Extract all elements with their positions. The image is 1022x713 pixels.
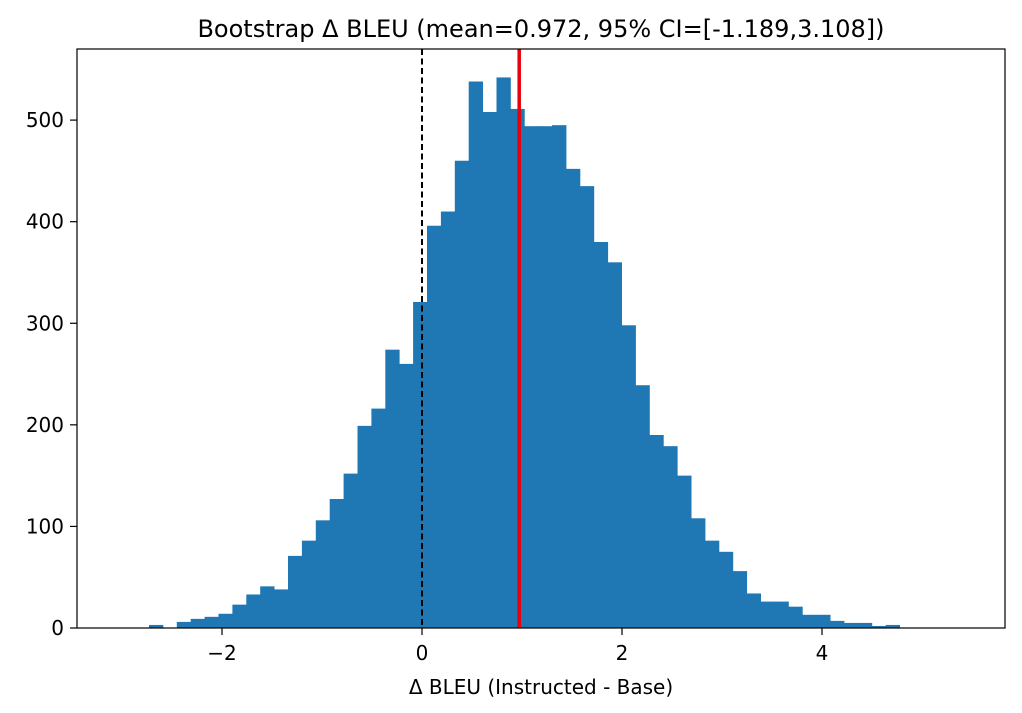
histogram-bar [579,186,595,628]
histogram-bar [232,604,247,628]
histogram-bar [468,81,483,629]
histogram-bar [440,211,456,629]
histogram-bar [149,624,164,628]
histogram-bar [566,168,581,628]
histogram-bar [371,408,386,628]
histogram-bar [454,160,470,628]
histogram-bar [427,225,442,628]
histogram-bar [691,518,706,628]
histogram-bar [705,540,720,628]
histogram-bar [274,589,289,628]
y-tick-label: 100 [26,514,64,538]
histogram-bar [482,111,497,629]
histogram-bar [385,349,400,628]
histogram-bar [496,77,511,628]
histogram-bar [635,385,650,628]
y-axis-ticks: 0 100 200 300 400 500 [26,108,77,640]
histogram-bar [871,625,887,628]
histogram-bar [788,606,803,628]
x-axis-ticks: −2 0 2 4 [207,628,828,665]
histogram-bar [343,473,358,628]
histogram-bar [746,593,761,628]
x-tick-label: −2 [207,641,236,665]
y-tick-label: 0 [51,616,64,640]
y-tick-label: 300 [26,311,64,335]
histogram-bar [774,601,789,628]
chart-title: Bootstrap Δ BLEU (mean=0.972, 95% CI=[-1… [197,15,884,43]
histogram-bar [538,126,553,628]
histogram-bar [552,125,567,629]
histogram-bar [246,594,261,628]
histogram-bar [357,425,372,628]
histogram-bar [399,363,414,628]
histogram-bars [149,77,900,629]
y-tick-label: 400 [26,210,64,234]
histogram-bar [816,614,831,628]
x-tick-label: 4 [816,641,829,665]
histogram-bar [524,126,539,628]
histogram-bar [301,540,317,628]
axes-frame [76,48,1006,629]
histogram-bar [204,616,219,628]
histogram-bar [593,242,609,628]
histogram-bar [607,262,622,628]
histogram-bar [413,301,428,628]
histogram-bar [176,621,192,628]
histogram-bar [802,614,817,628]
histogram-bar [649,435,664,628]
histogram-bar [857,622,873,628]
histogram-bar [329,498,344,628]
y-tick-label: 200 [26,413,64,437]
histogram-bar [288,555,303,628]
histogram-bar [190,618,205,628]
x-tick-label: 2 [616,641,629,665]
histogram-bar [621,325,636,628]
histogram-bar [830,620,845,628]
histogram-bar [677,475,692,628]
y-tick-label: 500 [26,108,64,132]
histogram-bar [718,551,734,628]
x-tick-label: 0 [416,641,429,665]
x-axis-title: Δ BLEU (Instructed - Base) [409,675,673,699]
histogram-bar [218,613,233,628]
reference-lines [421,49,521,628]
histogram-bar [844,622,859,628]
histogram-bar [760,601,775,628]
histogram-bar [260,586,275,628]
histogram-bar [885,624,900,628]
histogram-bar [315,520,331,628]
histogram-bar [732,571,748,628]
histogram-bar [663,446,678,628]
